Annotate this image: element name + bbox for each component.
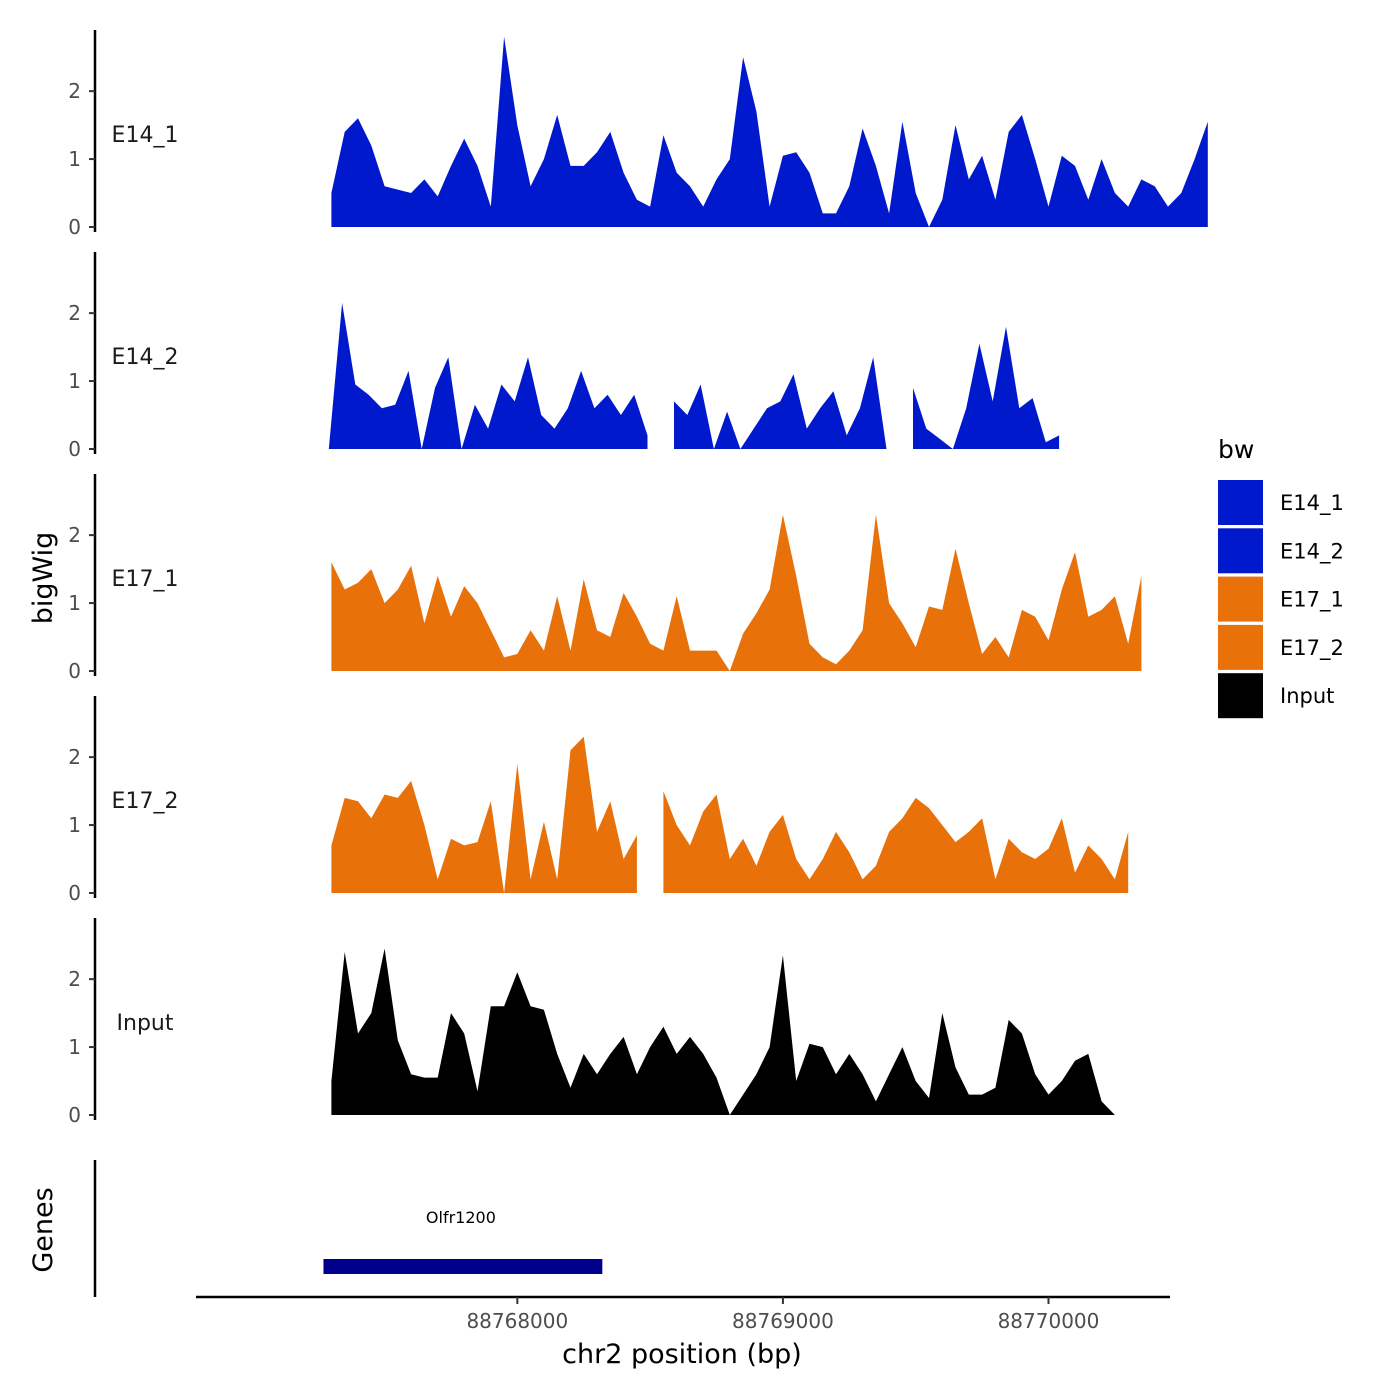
track-label-Input: Input: [117, 1011, 174, 1036]
gene-body-Olfr1200: [323, 1259, 603, 1274]
track-panel-Input: 0 1 2 Input: [68, 918, 1115, 1127]
track-panel-E14_1: 0 1 2 E14_1: [68, 30, 1208, 239]
y-tick-label-E17_2-1: 1: [68, 813, 81, 837]
legend: bw E14_1 E14_2 E17_1 E17_2 Input: [1218, 435, 1344, 719]
y-tick-label-E17_2-2: 2: [68, 745, 81, 769]
coverage-tracks: 0 1 2 E14_1 0 1 2 E14_2 0 1 2 E17_1 0 1 2 E17_2 0 1 2 Input: [68, 30, 1208, 1127]
legend-swatch-Input: [1218, 673, 1263, 719]
legend-swatch-E17_1: [1218, 576, 1263, 622]
legend-swatch-E14_1: [1218, 480, 1263, 525]
genes-track-title: Genes: [28, 1187, 59, 1272]
coverage-area-E17_2-0: [331, 736, 637, 893]
y-tick-label-Input-2: 2: [68, 967, 81, 991]
legend-label-E17_1: E17_1: [1280, 588, 1344, 613]
track-label-E14_2: E14_2: [112, 345, 179, 370]
y-tick-label-E14_2-2: 2: [68, 301, 81, 325]
y-tick-label-E17_1-2: 2: [68, 523, 81, 547]
x-tick-label-88768000: 88768000: [466, 1309, 568, 1333]
track-label-E17_1: E17_1: [112, 567, 179, 592]
legend-label-E14_2: E14_2: [1280, 539, 1344, 564]
y-tick-label-E17_2-0: 0: [68, 881, 81, 905]
coverage-area-E17_2-1: [663, 791, 1129, 893]
y-tick-label-E14_1-2: 2: [68, 79, 81, 103]
coverage-area-E14_2-0: [328, 302, 648, 449]
y-tick-label-E14_1-1: 1: [68, 147, 81, 171]
legend-swatch-E14_2: [1218, 528, 1263, 574]
track-panel-E14_2: 0 1 2 E14_2: [68, 252, 1060, 461]
y-tick-label-E14_2-1: 1: [68, 369, 81, 393]
track-panel-E17_1: 0 1 2 E17_1: [68, 474, 1142, 683]
y-tick-label-E17_1-1: 1: [68, 591, 81, 615]
x-tick-label-88770000: 88770000: [998, 1309, 1100, 1333]
coverage-area-E14_2-1: [674, 357, 887, 449]
coverage-area-E14_2-2: [913, 326, 1060, 449]
legend-label-E14_1: E14_1: [1280, 491, 1344, 516]
coverage-area-E17_1-0: [331, 514, 1142, 671]
y-tick-label-Input-1: 1: [68, 1035, 81, 1059]
y-tick-label-E14_1-0: 0: [68, 215, 81, 239]
x-tick-label-88769000: 88769000: [732, 1309, 834, 1333]
legend-swatch-E17_2: [1218, 624, 1263, 670]
legend-label-E17_2: E17_2: [1280, 636, 1344, 661]
track-label-E17_2: E17_2: [112, 789, 179, 814]
track-label-E14_1: E14_1: [112, 123, 179, 148]
x-axis-title: chr2 position (bp): [562, 1339, 802, 1370]
y-tick-label-E17_1-0: 0: [68, 659, 81, 683]
legend-title: bw: [1218, 435, 1254, 464]
gene-label-Olfr1200: Olfr1200: [426, 1208, 496, 1227]
y-axis-title: bigWig: [28, 532, 59, 625]
coverage-area-E14_1-0: [331, 36, 1208, 227]
genes-track: Olfr1200: [93, 1160, 603, 1297]
track-panel-E17_2: 0 1 2 E17_2: [68, 696, 1129, 905]
coverage-area-Input-0: [331, 948, 1115, 1115]
legend-label-Input: Input: [1280, 684, 1334, 708]
y-tick-label-E14_2-0: 0: [68, 437, 81, 461]
y-tick-label-Input-0: 0: [68, 1103, 81, 1127]
x-axis: 88768000 88769000 88770000: [196, 1295, 1170, 1333]
